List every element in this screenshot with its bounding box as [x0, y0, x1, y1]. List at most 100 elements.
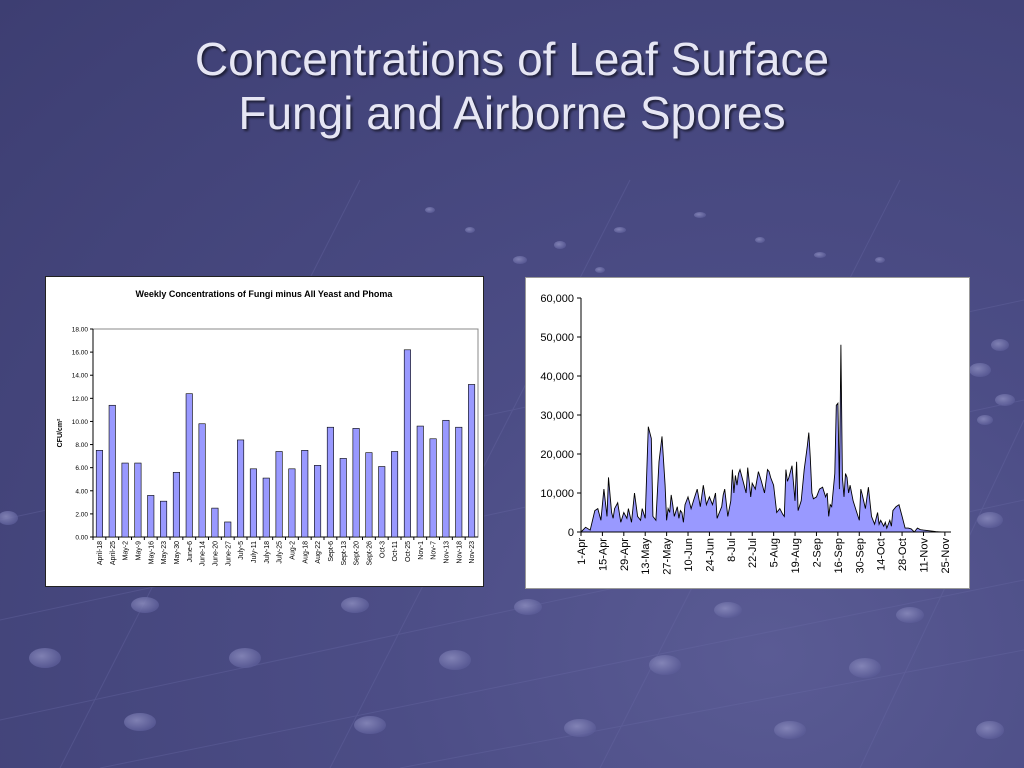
y-tick-label: 2.00 — [75, 511, 88, 518]
y-tick-label: 12.00 — [72, 396, 89, 403]
bar — [198, 423, 206, 538]
x-tick-label: June-6 — [187, 541, 194, 563]
bar — [172, 471, 180, 538]
fungi-bar-chart-panel: Weekly Concentrations of Fungi minus All… — [45, 276, 484, 587]
bar — [468, 384, 476, 538]
bar — [301, 450, 309, 538]
y-tick-label: 0.00 — [75, 535, 88, 542]
bar — [185, 393, 193, 538]
bar — [455, 426, 463, 538]
x-tick-label: 11-Nov — [918, 538, 930, 573]
x-tick-label: 15-Apr — [597, 538, 609, 571]
slide-title: Concentrations of Leaf Surface Fungi and… — [0, 32, 1024, 140]
x-tick-label: 27-May — [662, 538, 674, 575]
bar — [147, 495, 155, 538]
x-tick-label: 16-Sep — [833, 538, 845, 573]
x-tick-label: 10-Jun — [683, 538, 695, 572]
bar — [339, 458, 347, 538]
x-tick-label: Oct-3 — [379, 541, 386, 558]
y-tick-label: 14.00 — [72, 373, 89, 380]
bar — [442, 419, 450, 538]
x-tick-label: Nov-13 — [443, 541, 450, 564]
x-tick-label: Sept-26 — [366, 541, 373, 566]
y-tick-label: 8.00 — [75, 442, 88, 449]
x-tick-label: Sept-6 — [328, 541, 335, 562]
x-tick-label: May-16 — [148, 541, 155, 564]
y-tick-label: 0 — [568, 527, 574, 539]
x-tick-label: Nov-18 — [456, 541, 463, 564]
x-tick-label: 19-Aug — [790, 538, 802, 573]
x-tick-label: 22-Jul — [747, 538, 759, 568]
x-tick-label: June-20 — [212, 541, 219, 566]
bar — [288, 468, 296, 538]
bar — [224, 521, 232, 538]
x-tick-label: Nov-1 — [418, 541, 425, 560]
x-tick-label: 14-Oct — [876, 538, 888, 571]
bar — [326, 426, 334, 538]
y-tick-label: 60,000 — [540, 293, 574, 305]
y-tick-label: 30,000 — [540, 410, 574, 422]
area-line — [580, 344, 945, 533]
y-tick-label: 18.00 — [72, 327, 89, 334]
fungi-bar-chart: Weekly Concentrations of Fungi minus All… — [57, 289, 479, 566]
bar — [108, 404, 116, 538]
x-tick-label: Aug-2 — [289, 541, 296, 560]
x-tick-label: 8-Jul — [726, 538, 738, 562]
x-tick-label: June-14 — [200, 541, 207, 566]
bar — [160, 500, 168, 538]
y-tick-label: 40,000 — [540, 371, 574, 383]
x-tick-label: April-25 — [110, 541, 117, 565]
bar — [211, 507, 219, 538]
x-tick-label: Nov-23 — [469, 541, 476, 564]
x-tick-label: May-23 — [161, 541, 168, 564]
bar — [391, 451, 399, 538]
x-tick-label: May-30 — [174, 541, 181, 564]
x-tick-label: 1-Apr — [576, 538, 588, 565]
slide-title-line2: Fungi and Airborne Spores — [238, 87, 786, 139]
bar — [429, 438, 437, 538]
bar — [314, 465, 322, 538]
bar — [249, 468, 257, 538]
x-tick-label: April-18 — [97, 541, 104, 565]
spores-area-chart-panel: 0 10,000 20,000 30,000 40,000 50,000 60,000 1-A… — [525, 277, 970, 589]
x-tick-label: 24-Jun — [704, 538, 716, 572]
bar — [121, 462, 129, 538]
x-tick-label: 2-Sep — [811, 538, 823, 567]
y-tick-label: 6.00 — [75, 465, 88, 472]
x-tick-label: July-18 — [264, 541, 271, 564]
bar — [365, 452, 373, 538]
y-axis-label: CFU/cm² — [57, 418, 64, 447]
chart-title: Weekly Concentrations of Fungi minus All… — [136, 289, 394, 299]
bar — [262, 477, 270, 538]
x-tick-label: June-27 — [225, 541, 232, 566]
x-tick-label: 30-Sep — [854, 538, 866, 573]
x-tick-label: Sept-20 — [354, 541, 361, 566]
bar — [416, 425, 424, 538]
bar — [352, 428, 360, 538]
slide-title-line1: Concentrations of Leaf Surface — [194, 33, 830, 85]
x-tick-label: July-5 — [238, 541, 245, 560]
x-tick-label: May-9 — [135, 541, 142, 561]
x-tick-label: Aug-18 — [302, 541, 309, 564]
area-fill — [581, 344, 945, 532]
x-tick-label: 28-Oct — [897, 538, 909, 571]
y-tick-label: 4.00 — [75, 488, 88, 495]
x-tick-label: 13-May — [640, 538, 652, 575]
x-tick-label: Aug-22 — [315, 541, 322, 564]
y-tick-label: 20,000 — [540, 449, 574, 461]
x-tick-label: July-11 — [251, 541, 258, 563]
bar — [237, 439, 245, 538]
bar — [378, 466, 386, 538]
x-tick-label: Oct-25 — [405, 541, 412, 562]
x-tick-label: Nov-7 — [431, 541, 438, 560]
y-tick-label: 10.00 — [72, 419, 89, 426]
y-tick-label: 16.00 — [72, 350, 89, 357]
spores-area-chart: 0 10,000 20,000 30,000 40,000 50,000 60,000 1-A… — [540, 293, 952, 575]
x-tick-label: 25-Nov — [940, 538, 952, 574]
y-tick-label: 10,000 — [540, 488, 574, 500]
bar — [275, 451, 283, 538]
x-tick-label: Sept-13 — [341, 541, 348, 566]
x-tick-label: July-25 — [277, 541, 284, 564]
x-tick-label: 5-Aug — [769, 538, 781, 567]
